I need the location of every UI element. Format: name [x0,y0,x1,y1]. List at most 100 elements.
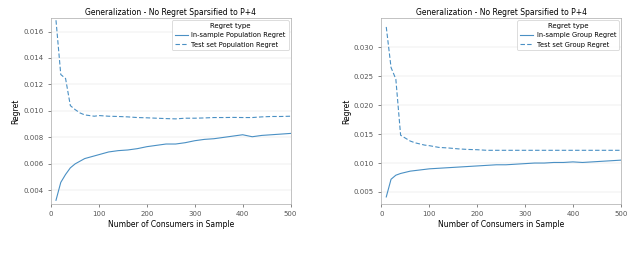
Test set Group Regret [550,149,557,152]
Legend: In-sample Population Regret, Test set Population Regret: In-sample Population Regret, Test set Po… [172,20,289,50]
In-sample Population Regret [287,132,294,135]
In-sample Population Regret [153,144,161,147]
Test set Population Regret [143,116,151,119]
In-sample Group Regret [416,168,424,171]
In-sample Group Regret [401,171,409,174]
Test set Population Regret [52,19,60,22]
In-sample Group Regret [588,160,596,163]
In-sample Population Regret [115,149,122,152]
In-sample Population Regret [81,157,88,160]
In-sample Population Regret [181,141,189,144]
Test set Population Regret [191,117,198,120]
In-sample Population Regret [277,133,285,136]
In-sample Group Regret [392,174,399,177]
In-sample Population Regret [90,154,98,157]
In-sample Group Regret [511,163,519,166]
In-sample Population Regret [172,143,179,146]
Test set Population Regret [105,115,113,118]
In-sample Group Regret [445,166,452,169]
In-sample Group Regret [502,163,510,166]
Test set Group Regret [397,134,404,137]
In-sample Population Regret [67,166,74,169]
Test set Group Regret [598,149,605,152]
Test set Group Regret [559,149,567,152]
Test set Population Regret [71,108,79,111]
Test set Population Regret [81,113,88,116]
Test set Population Regret [248,116,256,119]
Test set Population Regret [153,117,161,120]
Test set Population Regret [61,77,69,80]
In-sample Group Regret [569,160,577,163]
Line: Test set Group Regret: Test set Group Regret [387,27,621,150]
X-axis label: Number of Consumers in Sample: Number of Consumers in Sample [438,220,564,229]
In-sample Group Regret [435,167,443,170]
In-sample Population Regret [143,145,151,148]
In-sample Group Regret [493,163,500,166]
X-axis label: Number of Consumers in Sample: Number of Consumers in Sample [108,220,234,229]
Test set Population Regret [172,117,179,120]
Test set Group Regret [464,148,472,151]
Test set Group Regret [401,137,409,140]
Test set Population Regret [95,114,103,117]
In-sample Population Regret [76,160,84,163]
In-sample Population Regret [61,173,69,176]
Test set Group Regret [445,146,452,150]
In-sample Group Regret [550,161,557,164]
In-sample Group Regret [540,162,548,165]
Test set Population Regret [115,115,122,118]
In-sample Group Regret [579,161,586,164]
Title: Generalization - No Regret Sparsified to P+4: Generalization - No Regret Sparsified to… [415,9,587,17]
In-sample Population Regret [162,143,170,146]
Test set Population Regret [210,116,218,119]
Test set Group Regret [406,139,414,143]
Y-axis label: Regret: Regret [342,98,351,124]
In-sample Group Regret [617,159,625,162]
In-sample Population Regret [268,133,275,136]
Test set Group Regret [411,141,419,144]
Line: In-sample Group Regret: In-sample Group Regret [387,160,621,197]
Test set Group Regret [579,149,586,152]
In-sample Group Regret [420,168,428,171]
Test set Group Regret [483,149,491,152]
In-sample Group Regret [406,170,414,173]
In-sample Group Regret [483,164,491,167]
Test set Group Regret [521,149,529,152]
Test set Population Regret [268,115,275,118]
Test set Population Regret [287,115,294,118]
Test set Population Regret [57,73,65,76]
Test set Population Regret [258,115,266,118]
In-sample Population Regret [95,153,103,156]
In-sample Group Regret [531,162,538,165]
In-sample Population Regret [86,156,93,159]
In-sample Population Regret [239,133,246,136]
Test set Population Regret [239,116,246,119]
In-sample Group Regret [464,165,472,168]
In-sample Population Regret [134,147,141,150]
In-sample Population Regret [229,134,237,138]
In-sample Population Regret [191,139,198,142]
Test set Group Regret [420,144,428,147]
Line: Test set Population Regret: Test set Population Regret [56,20,291,119]
In-sample Group Regret [521,162,529,165]
Test set Group Regret [493,149,500,152]
Y-axis label: Regret: Regret [12,98,20,124]
Test set Group Regret [383,25,390,28]
Test set Group Regret [531,149,538,152]
In-sample Group Regret [426,167,433,170]
Test set Group Regret [416,142,424,145]
Test set Group Regret [617,149,625,152]
In-sample Population Regret [220,136,227,139]
In-sample Group Regret [397,172,404,175]
Test set Group Regret [474,148,481,151]
Test set Group Regret [511,149,519,152]
Test set Population Regret [124,115,132,118]
Test set Group Regret [435,146,443,149]
In-sample Group Regret [474,164,481,168]
Test set Population Regret [86,114,93,117]
Test set Population Regret [134,116,141,119]
Test set Population Regret [181,117,189,120]
In-sample Group Regret [559,161,567,164]
Test set Population Regret [229,116,237,119]
In-sample Population Regret [248,135,256,138]
Title: Generalization - No Regret Sparsified to P+4: Generalization - No Regret Sparsified to… [85,9,257,17]
